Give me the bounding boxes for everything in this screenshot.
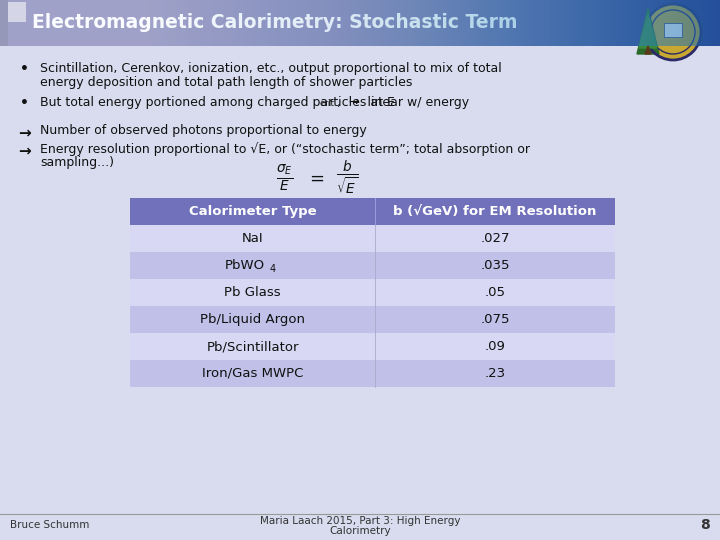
FancyBboxPatch shape: [130, 279, 615, 306]
FancyBboxPatch shape: [130, 252, 615, 279]
FancyBboxPatch shape: [130, 198, 615, 225]
FancyBboxPatch shape: [130, 333, 615, 360]
Text: Pb/Scintillator: Pb/Scintillator: [206, 340, 299, 353]
Text: Pb/Liquid Argon: Pb/Liquid Argon: [200, 313, 305, 326]
FancyBboxPatch shape: [130, 360, 615, 387]
FancyBboxPatch shape: [0, 46, 720, 540]
Text: Pb Glass: Pb Glass: [224, 286, 281, 299]
Text: $\frac{b}{\sqrt{E}}$: $\frac{b}{\sqrt{E}}$: [336, 159, 358, 197]
Polygon shape: [645, 46, 651, 54]
Text: But total energy portioned among charged particles at E: But total energy portioned among charged…: [40, 96, 395, 109]
Text: b (√GeV) for EM Resolution: b (√GeV) for EM Resolution: [393, 205, 597, 218]
Text: Bruce Schumm: Bruce Schumm: [10, 520, 89, 530]
Text: Iron/Gas MWPC: Iron/Gas MWPC: [202, 367, 303, 380]
Text: $\frac{\sigma_E}{E}$: $\frac{\sigma_E}{E}$: [276, 163, 294, 193]
Text: ,  →  linear w/ energy: , → linear w/ energy: [337, 96, 469, 109]
Text: $=$: $=$: [306, 169, 324, 187]
FancyBboxPatch shape: [0, 0, 720, 46]
Text: PbWO: PbWO: [225, 259, 264, 272]
Text: Energy resolution proportional to √E, or (“stochastic term”; total absorption or: Energy resolution proportional to √E, or…: [40, 142, 530, 156]
Text: Maria Laach 2015, Part 3: High Energy: Maria Laach 2015, Part 3: High Energy: [260, 516, 460, 526]
Text: •: •: [20, 62, 29, 76]
Text: 8: 8: [701, 518, 710, 532]
FancyBboxPatch shape: [130, 225, 615, 252]
FancyBboxPatch shape: [664, 23, 682, 37]
Text: .09: .09: [485, 340, 505, 353]
Text: •: •: [20, 96, 29, 110]
Text: Number of observed photons proportional to energy: Number of observed photons proportional …: [40, 124, 366, 137]
Text: Calorimeter Type: Calorimeter Type: [189, 205, 316, 218]
Text: →: →: [18, 125, 31, 140]
Circle shape: [645, 4, 701, 60]
Text: Scintillation, Cerenkov, ionization, etc., output proportional to mix of total: Scintillation, Cerenkov, ionization, etc…: [40, 62, 502, 75]
Text: crit: crit: [320, 99, 335, 108]
Text: →: →: [18, 143, 31, 158]
Text: Calorimetry: Calorimetry: [329, 526, 391, 536]
Text: .23: .23: [485, 367, 505, 380]
Text: .027: .027: [480, 232, 510, 245]
Text: Electromagnetic Calorimetry: Stochastic Term: Electromagnetic Calorimetry: Stochastic …: [32, 14, 518, 32]
Text: .075: .075: [480, 313, 510, 326]
Text: NaI: NaI: [242, 232, 264, 245]
Polygon shape: [637, 8, 659, 54]
Polygon shape: [639, 14, 657, 48]
FancyBboxPatch shape: [8, 2, 26, 22]
FancyBboxPatch shape: [0, 0, 8, 46]
Text: energy deposition and total path length of shower particles: energy deposition and total path length …: [40, 76, 413, 89]
FancyBboxPatch shape: [130, 306, 615, 333]
Text: 4: 4: [269, 264, 276, 273]
Text: sampling...): sampling...): [40, 156, 114, 169]
Text: .05: .05: [485, 286, 505, 299]
Text: .035: .035: [480, 259, 510, 272]
